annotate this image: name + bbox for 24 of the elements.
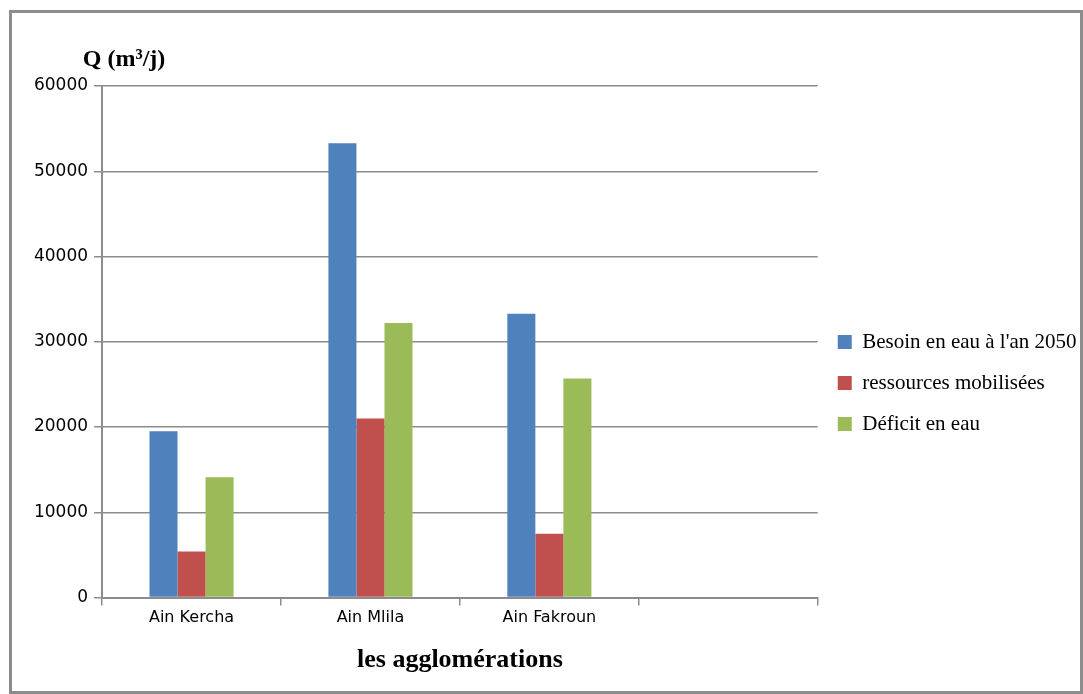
y-tick-label: 50000 (33, 159, 89, 180)
bar (507, 313, 536, 597)
x-tick-label: Ain Fakroun (502, 607, 597, 627)
bar (177, 551, 206, 597)
legend-label: ressources mobilisées (862, 369, 1045, 394)
bar (328, 143, 357, 597)
x-tick-label: Ain Mlila (336, 607, 405, 627)
bar (356, 418, 385, 597)
y-tick-label: 20000 (33, 415, 89, 436)
y-tick-label: 0 (77, 586, 89, 607)
bar (535, 533, 564, 597)
x-tick-label: Ain Kercha (148, 607, 235, 627)
bar (149, 431, 178, 597)
y-tick-label: 30000 (33, 330, 89, 351)
bar (205, 477, 234, 597)
legend-label: Déficit en eau (862, 410, 981, 435)
legend-label: Besoin en eau à l'an 2050 (862, 328, 1077, 353)
y-tick-label: 60000 (33, 74, 89, 95)
x-axis-title: les agglomérations (357, 644, 563, 674)
y-axis-title: Q (m³/j) (82, 45, 166, 72)
y-tick-label: 40000 (33, 244, 89, 265)
bar (384, 323, 413, 597)
bar (563, 378, 592, 597)
y-tick-label: 10000 (33, 500, 89, 521)
